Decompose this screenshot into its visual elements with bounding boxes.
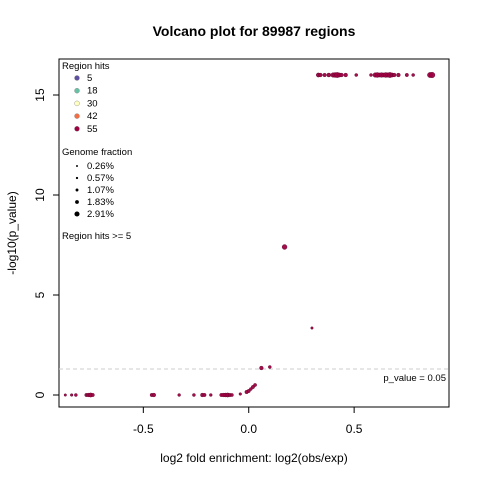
legend-fraction-swatch [76, 165, 78, 167]
legend-hits-title: Region hits [62, 61, 110, 72]
legend-hits-swatch [74, 126, 80, 132]
legend-fraction-label: 1.83% [87, 197, 114, 208]
data-point [230, 393, 234, 397]
y-tick-label: 10 [33, 188, 47, 202]
data-point [318, 72, 323, 78]
legend-hits-label: 30 [87, 98, 98, 109]
x-tick-label: 0.0 [240, 422, 257, 436]
legend-fraction-swatch [75, 188, 79, 192]
data-point [202, 393, 207, 397]
y-axis-ticks: 0 5 10 15 [33, 88, 59, 398]
y-tick-label: 0 [33, 391, 47, 398]
data-point [192, 393, 196, 397]
plot-area-frame [58, 58, 450, 408]
data-point [259, 365, 264, 371]
filter-note: Region hits >= 5 [62, 231, 131, 242]
data-point [281, 244, 288, 250]
legend-hits-swatch [74, 87, 80, 94]
data-point [310, 326, 314, 330]
chart-title: Volcano plot for 89987 regions [153, 23, 356, 39]
x-tick-label: -0.5 [133, 422, 154, 436]
x-axis-label: log2 fold enrichment: log2(obs/exp) [160, 451, 347, 465]
data-point [322, 72, 327, 78]
data-point [70, 393, 74, 397]
legend-fraction-label: 2.91% [87, 209, 114, 220]
y-tick-label: 15 [33, 88, 47, 102]
threshold-layer: p_value = 0.05 [59, 368, 449, 384]
data-point [354, 73, 358, 77]
data-point [429, 71, 436, 78]
data-point [326, 72, 332, 78]
data-point [209, 393, 213, 397]
legend-fraction-label: 1.07% [87, 185, 114, 196]
data-point [151, 392, 156, 398]
legend-hits-swatch [74, 113, 80, 119]
legend-fraction-swatch [75, 200, 79, 204]
y-axis-label: -log10(p_value) [5, 191, 19, 274]
threshold-label: p_value = 0.05 [383, 373, 446, 384]
legend-hits-label: 18 [87, 86, 98, 97]
x-axis-ticks: -0.5 0.0 0.5 [133, 407, 363, 436]
data-point [392, 72, 397, 78]
points-layer [63, 71, 436, 398]
data-point [404, 73, 409, 77]
data-point [411, 73, 415, 77]
data-point [396, 72, 401, 78]
data-point [339, 72, 344, 78]
legend-hits-label: 42 [87, 111, 98, 122]
data-point [343, 72, 348, 78]
legend-hits-swatch [74, 75, 80, 81]
legend-fraction-label: 0.26% [87, 161, 114, 172]
data-point [90, 393, 95, 397]
data-point [238, 392, 242, 396]
data-point [268, 365, 272, 369]
legend-hits-label: 55 [87, 124, 98, 135]
legend-genome-fraction: Genome fraction 0.26%0.57%1.07%1.83%2.91… [62, 147, 132, 220]
legend-fraction-swatch [74, 211, 80, 217]
legend-fraction-label: 0.57% [87, 173, 114, 184]
legend-hits-label: 5 [87, 73, 92, 84]
x-tick-label: 0.5 [346, 422, 363, 436]
data-point [253, 383, 257, 387]
legend-hits-swatch [74, 100, 80, 107]
legend-fraction-title: Genome fraction [62, 147, 132, 158]
data-point [74, 393, 78, 397]
data-point [177, 393, 181, 397]
legend-fraction-swatch [75, 176, 79, 180]
data-point [369, 73, 373, 77]
y-tick-label: 5 [33, 291, 47, 298]
data-point [63, 393, 67, 397]
